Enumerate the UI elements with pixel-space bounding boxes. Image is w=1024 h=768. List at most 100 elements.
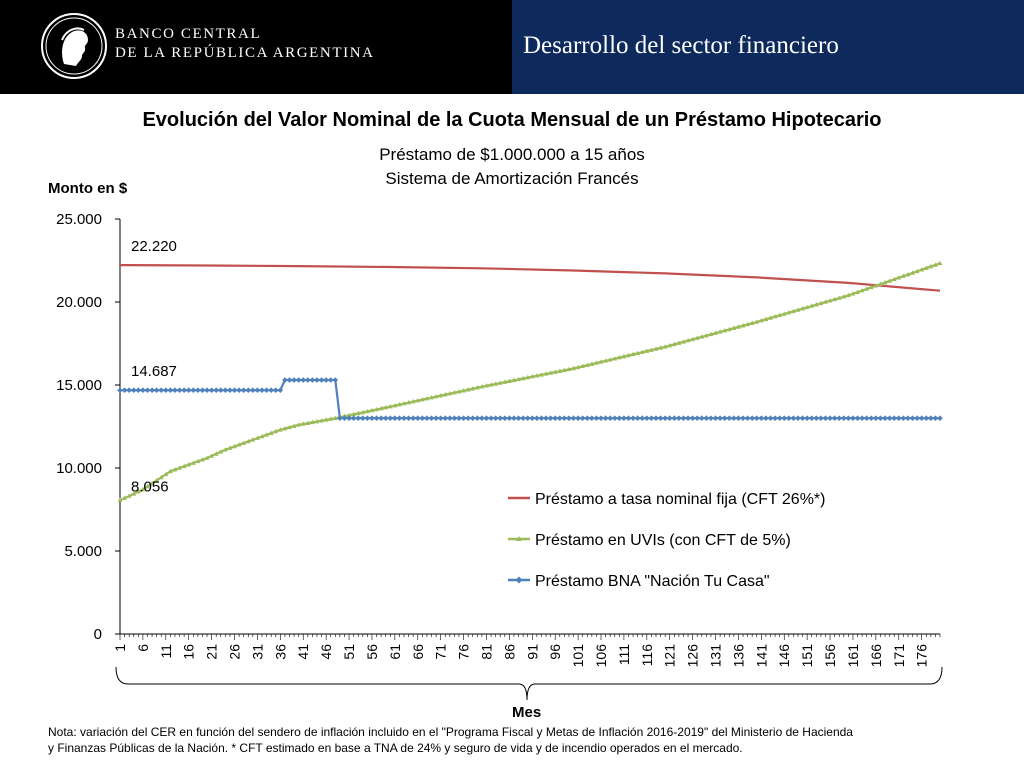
series-marker [511, 377, 517, 383]
series-marker [332, 377, 339, 383]
series-marker [232, 443, 237, 449]
series-marker [539, 372, 544, 377]
series-marker [616, 415, 623, 421]
series-marker [873, 415, 879, 421]
x-tick-label: 71 [433, 644, 449, 660]
series-marker [186, 462, 192, 467]
series-marker [259, 387, 265, 393]
series-marker [818, 415, 824, 421]
series-marker [666, 415, 673, 421]
series-marker [268, 430, 274, 435]
series-marker [158, 387, 165, 393]
series-marker [914, 268, 920, 274]
series-marker [373, 415, 380, 421]
series-marker [264, 432, 269, 437]
series-marker [488, 415, 494, 421]
series-marker [932, 415, 939, 421]
series-marker [813, 302, 819, 307]
series-marker [222, 447, 228, 452]
series-marker [543, 371, 549, 376]
x-tick-label: 41 [295, 644, 311, 660]
y-tick-label: 25.000 [56, 211, 102, 228]
series-marker [909, 415, 916, 421]
series-marker [305, 377, 311, 383]
series-marker [781, 311, 787, 316]
series-marker [355, 415, 362, 421]
legend-label: Préstamo a tasa nominal fija (CFT 26%*) [535, 491, 825, 508]
series-line [119, 262, 941, 502]
series-marker [506, 378, 512, 383]
series-marker [722, 328, 728, 333]
x-tick-label: 101 [570, 644, 586, 668]
series-marker [768, 315, 773, 320]
series-marker [305, 420, 311, 425]
series-marker [190, 387, 197, 393]
series-marker [424, 396, 430, 401]
footnote-line2: y Finanzas Públicas de la Nación. * CFT … [48, 741, 743, 755]
series-marker [314, 377, 320, 383]
series-marker [630, 351, 636, 357]
series-marker [726, 415, 733, 421]
series-marker [479, 415, 485, 421]
series-marker [685, 337, 691, 343]
series-marker [790, 415, 797, 421]
section-title: Desarrollo del sector financiero [523, 32, 839, 59]
bank-name-line1: BANCO CENTRAL [115, 26, 262, 42]
series-marker [135, 387, 142, 393]
series-marker [474, 415, 481, 421]
series-marker [291, 423, 297, 428]
series-marker [676, 415, 682, 421]
series-marker [309, 377, 316, 383]
series-marker [556, 415, 563, 421]
series-marker [580, 363, 586, 369]
series-marker [648, 347, 654, 352]
series-marker [850, 415, 856, 421]
series-marker [364, 415, 371, 421]
series-marker [268, 387, 274, 393]
series-marker [854, 415, 861, 421]
series-marker [369, 407, 375, 413]
series-marker [648, 415, 655, 421]
series-marker [671, 341, 677, 347]
series-marker [217, 387, 224, 393]
series-marker [479, 384, 485, 389]
x-tick-label: 51 [341, 644, 357, 660]
series-marker [433, 394, 439, 399]
series-marker [241, 440, 247, 445]
data-label: 14.687 [131, 363, 177, 380]
series-marker [621, 353, 627, 359]
series-marker [561, 415, 568, 421]
series-marker [721, 415, 728, 421]
series-marker [465, 415, 471, 421]
series-marker [126, 387, 132, 393]
series-marker [525, 374, 531, 380]
x-tick-label: 166 [868, 644, 884, 668]
series-marker [167, 387, 174, 393]
series-marker [658, 345, 663, 350]
series-marker [864, 286, 870, 291]
series-marker [552, 369, 558, 374]
series-marker [653, 346, 659, 351]
series-marker [703, 333, 709, 338]
series-marker [520, 415, 526, 421]
series-marker [465, 387, 471, 392]
series-marker [607, 357, 613, 362]
series-marker [195, 387, 201, 393]
series-marker [859, 415, 865, 421]
x-axis-bracket [115, 666, 943, 701]
series-marker [735, 415, 742, 421]
series-marker [543, 415, 549, 421]
series-marker [318, 377, 325, 383]
series-marker [749, 415, 755, 421]
series-marker [158, 474, 164, 480]
series-marker [263, 387, 270, 393]
series-marker [676, 340, 682, 345]
series-marker [731, 325, 737, 330]
series-marker [887, 278, 893, 283]
series-marker [717, 415, 723, 421]
series-marker [758, 317, 764, 323]
series-marker [319, 418, 324, 423]
series-marker [163, 471, 169, 477]
series-marker [712, 415, 719, 421]
series-marker [832, 296, 838, 302]
